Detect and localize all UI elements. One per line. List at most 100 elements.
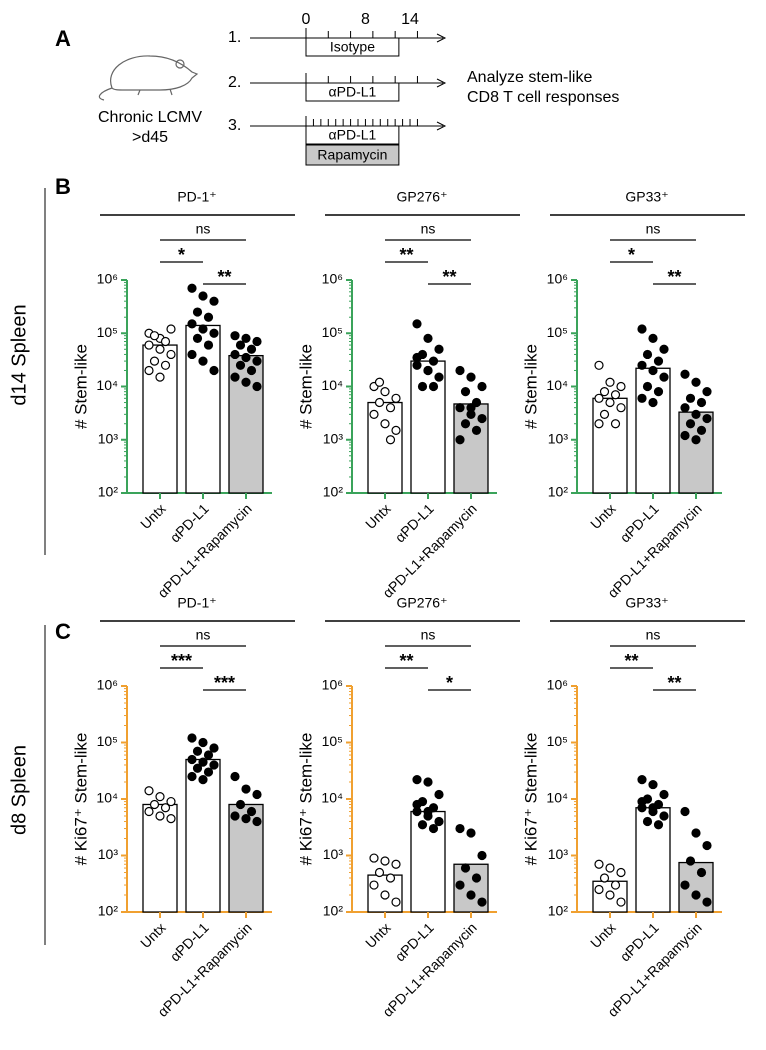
data-point [610, 880, 621, 890]
data-point [648, 333, 658, 344]
data-point [166, 813, 176, 824]
data-point [702, 413, 712, 424]
data-point [380, 419, 390, 429]
data-point [380, 890, 390, 900]
data-point [149, 356, 160, 366]
chart-title: GP33⁺ [625, 189, 668, 205]
data-point [412, 352, 422, 363]
data-point [187, 771, 197, 782]
data-point [423, 365, 433, 376]
data-point [466, 403, 476, 413]
data-point [455, 403, 465, 413]
data-point [637, 775, 647, 785]
y-tick-label: 10³ [323, 846, 344, 862]
data-point [471, 873, 482, 883]
y-tick-label: 10³ [323, 430, 344, 446]
data-point [155, 344, 165, 354]
chart-title: PD-1⁺ [177, 595, 216, 611]
data-point [241, 784, 251, 794]
y-tick-label: 10³ [98, 430, 119, 446]
data-point [252, 336, 262, 347]
data-point [246, 806, 257, 817]
data-point [385, 403, 396, 413]
data-point [187, 319, 197, 329]
data-point [477, 381, 487, 392]
data-point [374, 867, 385, 878]
significance-label: ns [421, 627, 436, 643]
data-point [252, 381, 262, 392]
y-tick-label: 10⁵ [322, 733, 343, 749]
data-point [160, 803, 171, 813]
data-point [637, 360, 647, 370]
data-point [691, 409, 701, 419]
significance-label: ** [399, 245, 413, 265]
data-point [434, 816, 444, 827]
arrow-head [436, 121, 447, 131]
data-point [235, 340, 246, 350]
arrow-head [436, 78, 447, 88]
x-tick-label: Untx [137, 500, 169, 532]
data-point [187, 754, 197, 765]
data-point [691, 435, 701, 445]
data-point [374, 397, 385, 408]
data-point [192, 333, 203, 344]
data-point [460, 419, 471, 429]
x-tick-label: Untx [362, 500, 394, 532]
data-point [369, 853, 379, 863]
significance-label: * [178, 245, 185, 265]
significance-label: * [446, 673, 453, 693]
bar [592, 397, 628, 494]
data-point [423, 333, 433, 344]
data-point [417, 381, 428, 392]
data-point [460, 863, 471, 873]
data-point [455, 880, 465, 890]
bar [410, 810, 446, 913]
chart-title: GP276⁺ [397, 595, 448, 611]
significance-label: ** [667, 267, 681, 287]
timeline-schematic: 0 8 14 1. 2. 3. Isotype αPD-L1 αPD-L1 Rapamycin [228, 11, 447, 166]
data-point [149, 799, 160, 810]
infection-label: Chronic LCMV [98, 109, 202, 126]
y-tick-label: 10³ [548, 846, 569, 862]
data-point [685, 856, 696, 866]
mouse-icon [98, 55, 199, 101]
data-point [637, 393, 647, 403]
data-point [642, 349, 653, 360]
readout-label: CD8 T cell responses [467, 89, 619, 106]
data-point [149, 331, 160, 341]
significance-label: ** [624, 651, 638, 671]
data-point [369, 880, 379, 890]
data-point [680, 806, 690, 817]
y-tick-label: 10⁶ [322, 677, 343, 693]
data-point [594, 393, 604, 403]
data-point [605, 397, 615, 408]
y-axis-label: # Stem-like [296, 344, 315, 429]
data-point [702, 897, 712, 907]
data-point [702, 840, 712, 851]
data-point [648, 365, 658, 376]
data-point [166, 796, 176, 807]
y-tick-label: 10³ [98, 846, 119, 862]
data-point [235, 799, 246, 810]
data-point [209, 296, 219, 306]
data-point [412, 799, 422, 810]
data-point [166, 349, 176, 360]
group-label: 1. [228, 29, 241, 46]
data-point [187, 283, 197, 293]
data-point [246, 365, 257, 376]
data-point [599, 409, 610, 419]
y-axis-label: # Stem-like [71, 344, 90, 429]
data-point [203, 312, 214, 322]
group-label: 2. [228, 74, 241, 91]
data-point [160, 336, 171, 347]
chart-title: PD-1⁺ [177, 189, 216, 205]
significance-label: ** [399, 651, 413, 671]
data-point [648, 397, 658, 408]
data-point [209, 760, 219, 770]
significance-label: ** [442, 267, 456, 287]
significance-label: ns [646, 627, 661, 643]
data-point [252, 789, 262, 800]
y-tick-label: 10⁶ [322, 271, 343, 287]
data-point [637, 324, 647, 334]
data-point [198, 324, 208, 334]
